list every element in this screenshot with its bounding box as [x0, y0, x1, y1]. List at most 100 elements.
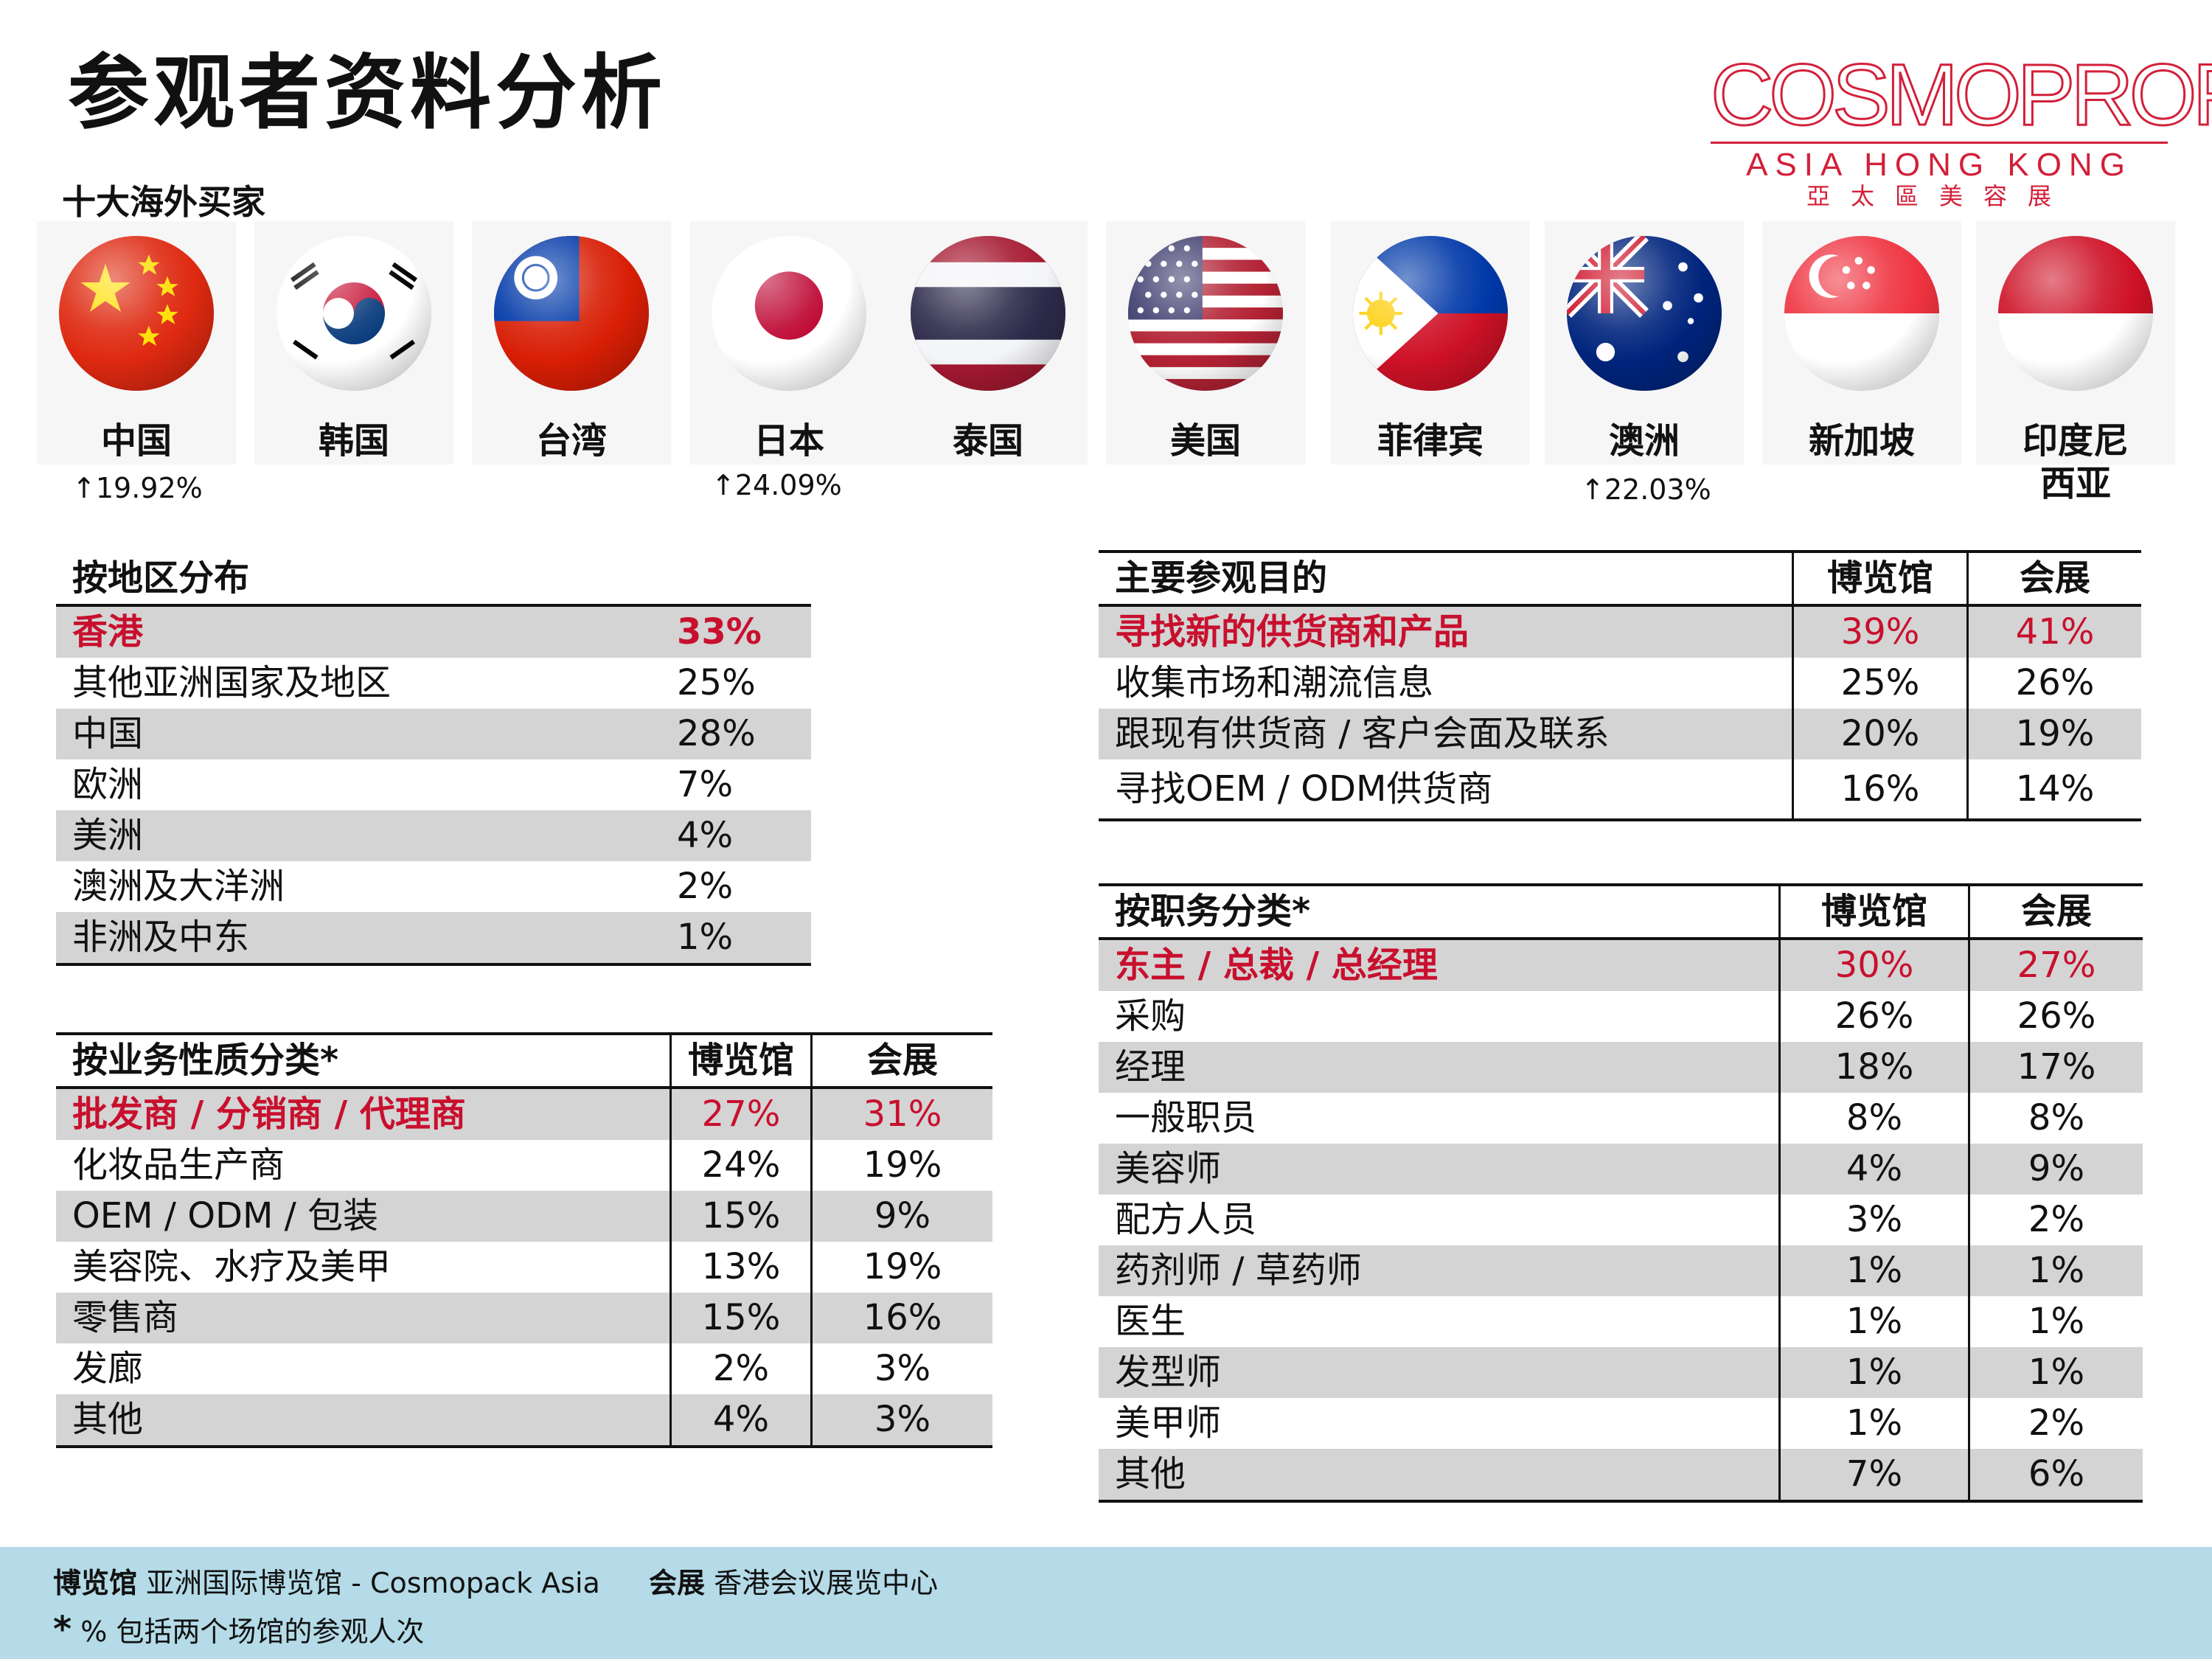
country-name: 日本 [753, 420, 824, 462]
row-value-a: 13% [669, 1242, 812, 1293]
table-row: 欧洲 7% [56, 759, 811, 810]
top-buyers-heading: 十大海外买家 [62, 182, 265, 222]
row-label: 发型师 [1099, 1347, 1780, 1398]
table-row: 化妆品生产商 24% 19% [56, 1140, 992, 1191]
row-value-a: 7% [1778, 1449, 1969, 1503]
country-usa: 美国 [1106, 221, 1305, 465]
logo-subtitle: ASIA HONG KONG [1746, 147, 2132, 183]
col-hkcec-header: 博览馆 [669, 1032, 812, 1089]
table-row: 药剂师 / 草药师 1% 1% [1099, 1245, 2143, 1296]
table-row: 美洲 4% [56, 810, 811, 861]
row-label: 收集市场和潮流信息 [1115, 662, 1434, 703]
row-value-a: 27% [669, 1088, 812, 1140]
business-table: 按业务性质分类* 博览馆 会展 批发商 / 分销商 / 代理商 27% 31% 化妆… [56, 1032, 992, 1448]
row-value-b: 27% [1968, 939, 2143, 991]
logo-rule [1711, 142, 2168, 144]
row-label: 其他 [1099, 1449, 1780, 1503]
business-table-header: 按业务性质分类* [56, 1032, 671, 1089]
row-label: OEM / ODM / 包装 [56, 1191, 671, 1242]
row-value-b: 8% [1968, 1093, 2143, 1144]
col-hkcec-header: 博览馆 [1778, 883, 1969, 940]
usa-flag-icon [1128, 236, 1283, 391]
country-name: 泰国 [952, 420, 1023, 462]
country-taiwan: 台湾 [472, 221, 671, 465]
row-value-b: 41% [1966, 605, 2141, 658]
table-row: 采购 26% 26% [1099, 991, 2143, 1042]
row-value-a: 1% [1778, 1245, 1969, 1296]
logo-brand: COSMOPROF [1710, 46, 2212, 144]
row-value: 1% [661, 912, 811, 966]
row-label: 药剂师 / 草药师 [1099, 1245, 1780, 1296]
row-value-b: 19% [810, 1140, 992, 1191]
col-asiaexpo-header: 会展 [1968, 883, 2143, 940]
purpose-table: 主要参观目的 博览馆 会展 寻找新的供货商和产品 39% 41% 收集市场和潮流信息… [1099, 550, 2141, 821]
job-table-header: 按职务分类* [1099, 883, 1780, 940]
row-label: 寻找OEM / ODM供货商 [1099, 759, 1793, 821]
row-value: 4% [661, 810, 811, 861]
table-row: 非洲及中东 1% [56, 912, 811, 966]
row-label: 配方人员 [1115, 1199, 1257, 1240]
row-label: 美甲师 [1115, 1402, 1222, 1444]
col-hkcec-header: 博览馆 [1792, 550, 1968, 607]
table-row: 医生 1% 1% [1099, 1296, 2143, 1347]
row-label: 化妆品生产商 [72, 1144, 285, 1186]
row-label: 批发商 / 分销商 / 代理商 [56, 1088, 671, 1140]
row-label: 经理 [1099, 1042, 1780, 1093]
australia-flag-icon [1567, 236, 1722, 391]
table-row: 一般职员 8% 8% [1099, 1093, 2143, 1144]
table-row: 美甲师 1% 2% [1099, 1398, 2143, 1449]
singapore-flag-icon [1784, 236, 1939, 391]
row-value-a: 1% [1778, 1296, 1969, 1347]
row-label: 零售商 [56, 1293, 671, 1343]
table-row: 其他亚洲国家及地区 25% [56, 658, 811, 709]
row-label: 医生 [1115, 1301, 1186, 1342]
table-row: 香港 33% [56, 605, 811, 658]
country-philippines: 菲律宾 [1331, 221, 1530, 465]
row-value-b: 19% [1966, 709, 2141, 759]
row-value: 7% [677, 764, 734, 805]
venue-key: 博览馆 [53, 1567, 138, 1599]
country-name: 台湾 [535, 420, 607, 462]
table-row: 美容院、水疗及美甲 13% 19% [56, 1242, 992, 1293]
venue-value: 香港会议展览中心 [714, 1567, 939, 1599]
row-label: 跟现有供货商 / 客户会面及联系 [1099, 709, 1793, 759]
korea-flag-icon [276, 236, 431, 391]
country-thailand: 泰国 [888, 221, 1088, 465]
taiwan-flag-icon [494, 236, 649, 391]
growth-japan: ↑24.09% [712, 469, 842, 501]
table-row: 中国 28% [56, 709, 811, 759]
cosmoprof-logo: COSMOPROF ASIA HONG KONG 亞太區美容展 [1710, 46, 2212, 211]
table-row: 澳洲及大洋洲 2% [56, 861, 811, 912]
country-china: 中国 [37, 221, 236, 465]
row-value-a: 16% [1792, 759, 1968, 821]
row-value-a: 1% [1778, 1347, 1969, 1398]
row-value-b: 14% [1966, 759, 2141, 821]
footer-note: 博览馆 亚洲国际博览馆 - Cosmopack Asia 会展 香港会议展览中心… [0, 1547, 2212, 1659]
table-row: 零售商 15% 16% [56, 1293, 992, 1343]
row-label: 其他 [56, 1394, 671, 1448]
venue-value: 亚洲国际博览馆 - Cosmopack Asia [146, 1567, 600, 1599]
row-value-a: 8% [1778, 1093, 1969, 1144]
row-value-a: 1% [1778, 1398, 1969, 1449]
china-flag-icon [59, 236, 214, 391]
row-value-b: 1% [1968, 1296, 2143, 1347]
country-indonesia: 印度尼 西亚 [1976, 221, 2175, 504]
row-value-b: 31% [810, 1088, 992, 1140]
row-value-b: 3% [810, 1394, 992, 1448]
growth-china: ↑19.92% [72, 472, 203, 504]
row-value-a: 15% [669, 1293, 812, 1343]
row-value-a: 4% [1778, 1144, 1969, 1194]
row-value-b: 2% [1968, 1398, 2143, 1449]
footer-venue-2: 会展 香港会议展览中心 [649, 1560, 938, 1601]
table-row: 配方人员 3% 2% [1099, 1194, 2143, 1245]
table-row: 跟现有供货商 / 客户会面及联系 20% 19% [1099, 709, 2141, 759]
row-value-a: 4% [669, 1394, 812, 1448]
footer-footnote: * % 包括两个场馆的参观人次 [53, 1609, 424, 1650]
table-row: 其他 4% 3% [56, 1394, 992, 1448]
country-name: 菲律宾 [1377, 420, 1484, 462]
row-label: 其他亚洲国家及地区 [72, 662, 392, 703]
row-value: 2% [677, 866, 734, 907]
row-value-b: 17% [1968, 1042, 2143, 1093]
footer-venue-1: 博览馆 亚洲国际博览馆 - Cosmopack Asia [53, 1560, 600, 1601]
row-label: 美洲 [56, 810, 661, 861]
